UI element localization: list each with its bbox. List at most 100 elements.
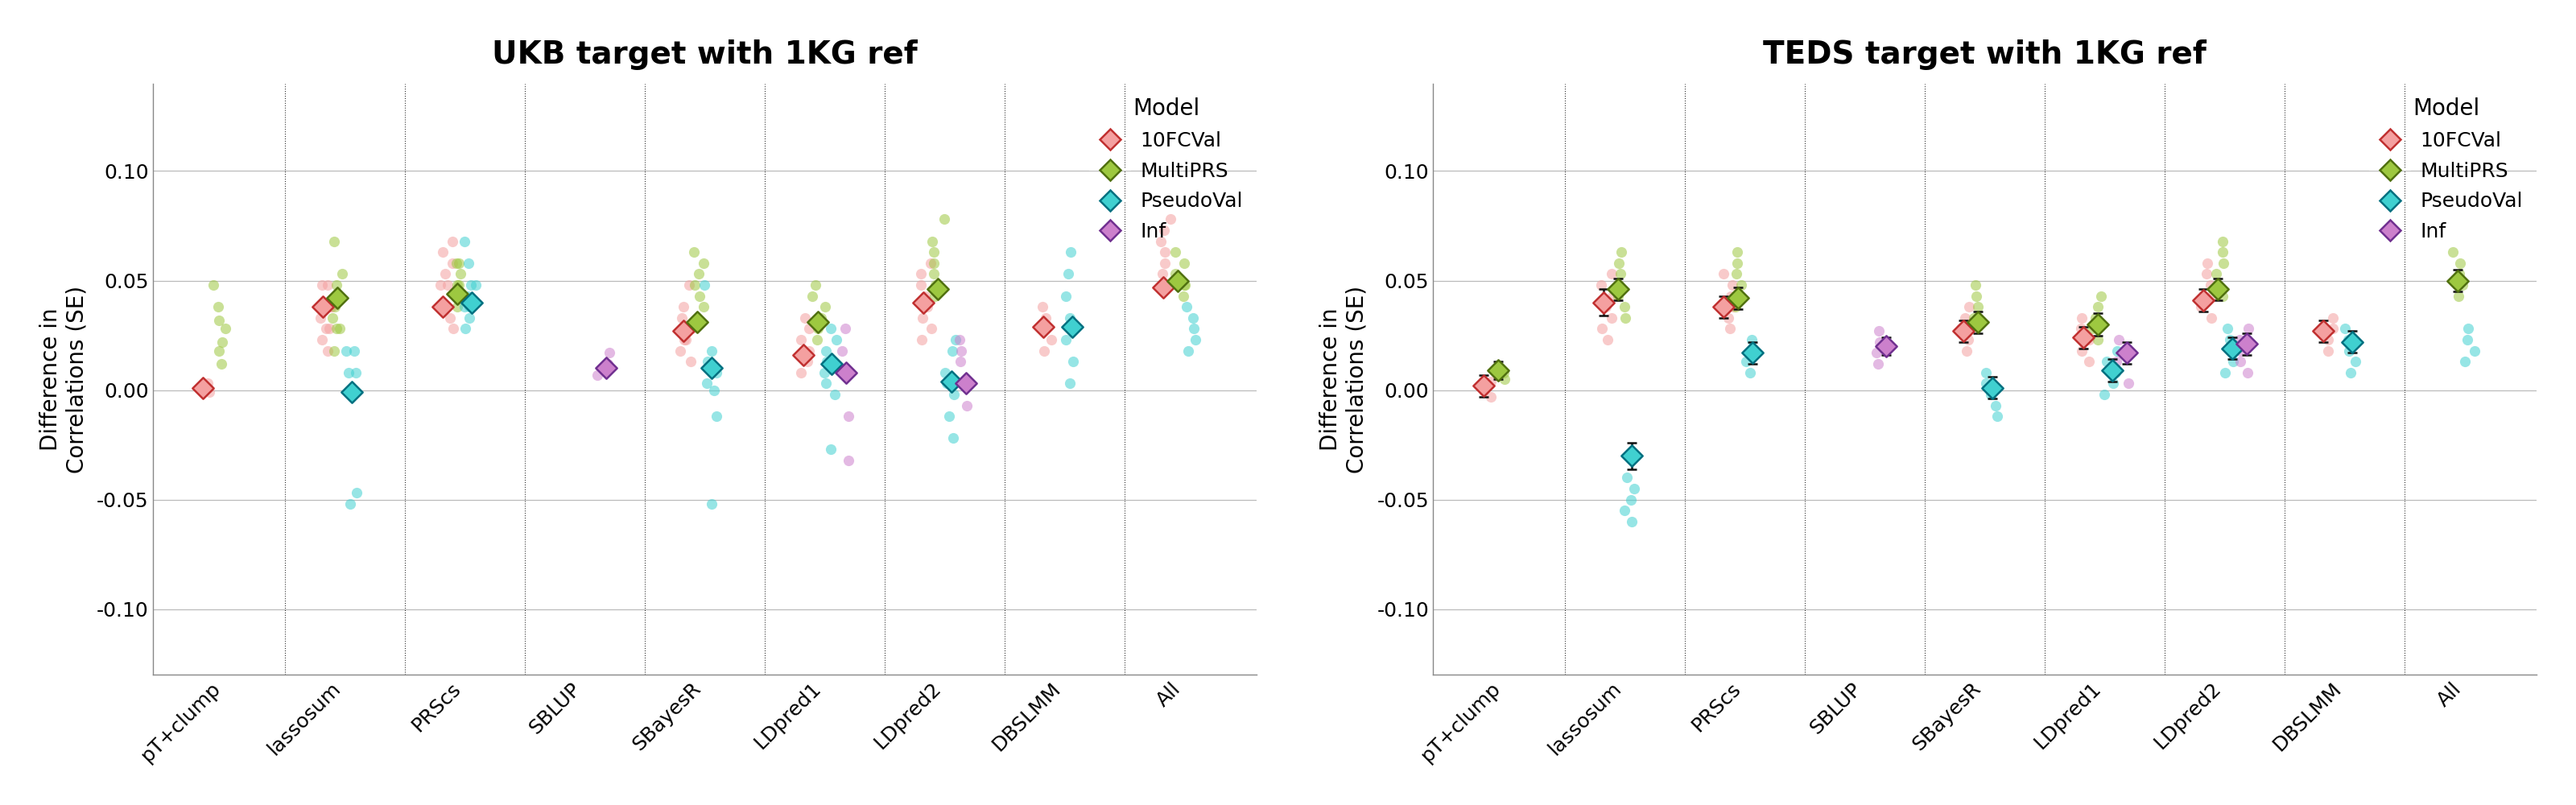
Point [2221,355,2262,368]
Point [2313,322,2354,335]
Point [2081,290,2123,303]
Point [909,257,951,270]
Point [677,267,719,280]
Point [670,355,711,368]
Point [2437,290,2478,303]
Point [2208,322,2249,335]
Point [675,279,716,291]
Point [935,333,976,346]
Point [1857,324,1899,337]
Point [1144,224,1185,237]
Point [2213,355,2254,368]
Point [1463,384,1504,397]
Point [827,454,868,467]
Point [314,235,355,248]
Point [2202,257,2244,270]
Point [680,290,721,303]
Point [2331,366,2372,379]
Point [1731,346,1772,359]
Point [2097,355,2138,368]
Point [1613,449,1654,462]
Point [1716,246,1757,258]
Point [917,283,958,295]
Point [1605,300,1646,313]
Point [456,279,497,291]
Point [1713,300,1754,313]
Point [662,312,703,324]
Point [2437,275,2478,287]
Point [1718,291,1759,304]
Point [2063,331,2105,344]
Point [1582,322,1623,335]
Point [201,357,242,370]
Point [1703,267,1744,280]
Point [2076,333,2117,346]
Point [1144,281,1185,294]
Point [587,357,629,370]
Point [2313,312,2354,324]
Point [2228,366,2269,379]
Point [943,377,984,390]
Point [902,333,943,346]
Point [577,369,618,382]
Point [1149,213,1190,225]
Point [2087,355,2128,368]
Point [2197,283,2239,295]
Point [433,235,474,248]
Point [1971,382,2012,394]
Point [335,366,376,379]
Point [809,322,850,335]
Point [299,312,340,324]
Point [2076,300,2117,313]
Point [2069,355,2110,368]
Point [688,355,729,368]
Point [1144,257,1185,270]
Point [1716,267,1757,280]
Point [1046,333,1087,346]
Point [1051,320,1092,333]
Point [2195,267,2236,280]
Point [327,366,368,379]
Point [796,316,837,328]
Point [1054,355,1095,368]
Point [1865,340,1906,353]
Point [1172,322,1213,335]
Point [335,345,376,357]
Point [2208,333,2249,346]
Point [822,345,863,357]
Point [317,322,358,335]
Point [675,246,716,258]
Point [322,267,363,280]
Point [1857,346,1899,359]
Point [435,279,477,291]
Point [814,388,855,401]
Point [448,300,489,313]
Point [690,497,732,510]
Point [781,366,822,379]
Point [925,213,966,225]
Point [438,257,479,270]
Point [1976,410,2017,423]
Point [1587,333,1628,346]
Point [422,246,464,258]
Point [1726,355,1767,368]
Point [2097,345,2138,357]
Point [914,290,956,303]
Title: UKB target with 1KG ref: UKB target with 1KG ref [492,39,917,70]
Point [1721,279,1762,291]
Point [1713,279,1754,291]
Point [1023,345,1064,357]
Point [1157,275,1198,287]
Point [1048,377,1090,390]
Point [1610,515,1651,528]
Point [690,345,732,357]
Point [677,316,719,328]
Point [1940,322,1981,335]
Point [1860,336,1901,349]
Point [1965,366,2007,379]
Y-axis label: Difference in
Correlations (SE): Difference in Correlations (SE) [1319,285,1368,473]
Point [2061,322,2102,335]
Point [912,267,953,280]
Point [304,322,345,335]
Point [2192,312,2233,324]
